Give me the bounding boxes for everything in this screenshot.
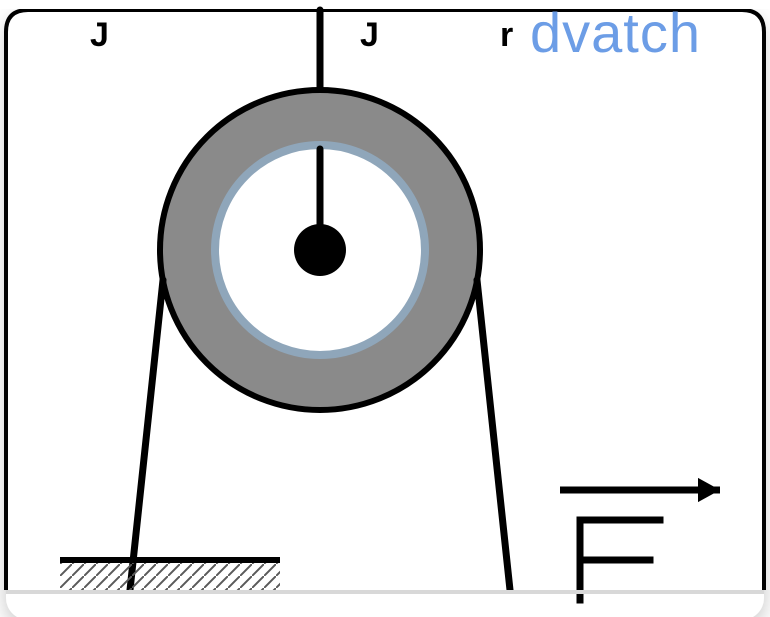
svg-text:J: J [360,16,379,54]
diagram-canvas: J Jr dvatch [0,0,770,617]
svg-text:r: r [500,16,513,54]
svg-text:J: J [90,16,109,54]
watermark-text: dvatch [530,0,701,65]
pulley-svg: J Jr [0,0,770,617]
